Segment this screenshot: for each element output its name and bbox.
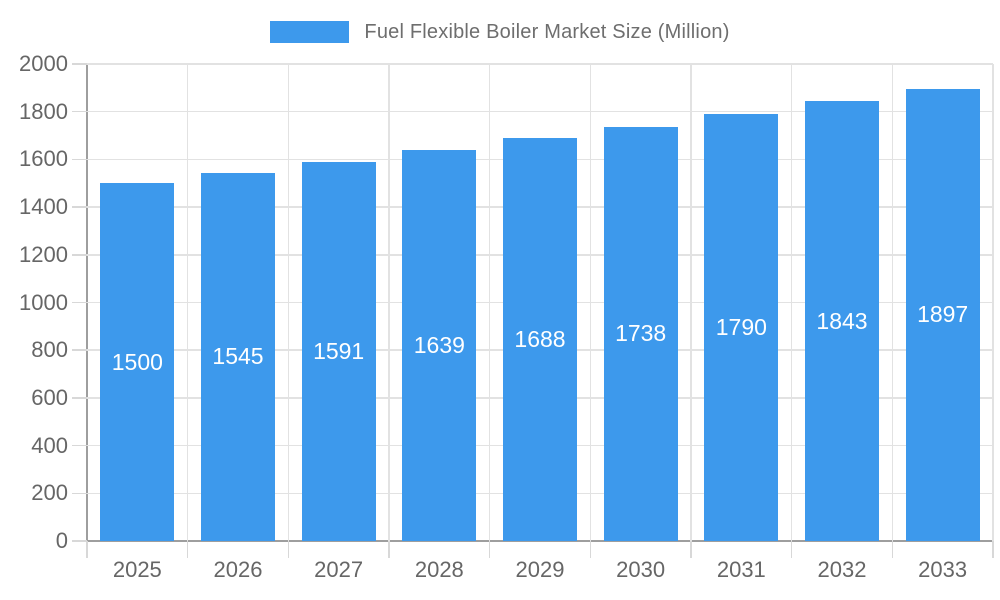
x-tick — [488, 541, 491, 558]
y-tick-label: 800 — [31, 337, 68, 363]
x-tick-label: 2027 — [314, 557, 364, 582]
bar: 1897 — [905, 88, 980, 541]
y-tick-label: 200 — [31, 480, 68, 506]
gridline-v — [992, 64, 994, 541]
x-tick-label: 2028 — [414, 557, 464, 582]
gridline-v — [790, 64, 793, 541]
x-tick — [690, 541, 692, 558]
bar: 1790 — [704, 114, 779, 541]
y-tick — [72, 254, 87, 256]
x-tick — [287, 541, 290, 558]
bar-value-label: 1738 — [615, 320, 667, 347]
bar-value-label: 1688 — [514, 326, 566, 353]
y-tick — [72, 397, 87, 399]
legend-swatch — [270, 21, 350, 43]
bar: 1843 — [805, 101, 879, 541]
bar-value-label: 1843 — [816, 307, 868, 334]
x-tick-label: 2026 — [213, 557, 263, 582]
y-tick-label: 1000 — [19, 289, 68, 315]
gridline-v — [690, 64, 692, 541]
x-axis-line — [86, 540, 994, 542]
gridline-v — [287, 64, 290, 541]
gridline-v — [891, 64, 894, 541]
bar: 1738 — [603, 126, 678, 541]
y-tick — [72, 206, 87, 208]
x-tick-label: 2033 — [918, 557, 968, 582]
bar: 1688 — [503, 138, 577, 541]
bar: 1545 — [201, 172, 275, 541]
gridline-h — [87, 110, 993, 113]
x-tick-label: 2025 — [112, 557, 162, 582]
y-tick-label: 1200 — [19, 241, 68, 267]
x-tick — [790, 541, 793, 558]
x-tick-label: 2032 — [817, 557, 867, 582]
y-tick-label: 1400 — [19, 194, 68, 220]
x-tick — [992, 541, 994, 558]
y-tick — [72, 492, 87, 495]
bar-value-label: 1545 — [212, 343, 264, 370]
bar-value-label: 1639 — [413, 332, 465, 359]
x-tick — [589, 541, 592, 558]
plot-area: 1500 1545 1591 1639 1688 1738 1790 1843 1897 — [72, 63, 994, 558]
bar-value-label: 1790 — [715, 314, 767, 341]
y-tick-label: 1800 — [19, 98, 68, 124]
gridline-v — [186, 64, 189, 541]
bar-value-label: 1500 — [111, 348, 163, 375]
x-tick-label: 2030 — [616, 557, 666, 582]
y-tick — [72, 349, 87, 351]
bar: 1500 — [100, 183, 175, 541]
x-tick — [86, 541, 88, 558]
y-tick-label: 1600 — [19, 146, 68, 172]
bar-value-label: 1897 — [917, 301, 969, 328]
bar: 1639 — [402, 150, 477, 541]
y-tick-label: 400 — [31, 432, 68, 458]
x-tick-label: 2031 — [716, 557, 766, 582]
bar-value-label: 1591 — [313, 337, 365, 364]
legend-label: Fuel Flexible Boiler Market Size (Millio… — [364, 20, 730, 43]
y-tick — [72, 63, 87, 65]
y-tick-label: 0 — [55, 528, 68, 553]
legend: Fuel Flexible Boiler Market Size (Millio… — [0, 18, 1000, 46]
y-tick — [72, 158, 87, 161]
gridline-v — [488, 64, 491, 541]
x-tick — [891, 541, 894, 558]
gridline-h — [87, 63, 993, 65]
y-tick — [72, 301, 87, 304]
gridline-v — [388, 64, 390, 541]
gridline-v — [589, 64, 592, 541]
x-tick — [388, 541, 390, 558]
y-tick — [72, 110, 87, 113]
y-tick-label: 2000 — [19, 51, 68, 76]
x-tick-label: 2029 — [515, 557, 565, 582]
y-tick-label: 600 — [31, 384, 68, 410]
bar: 1591 — [301, 161, 376, 541]
y-tick — [72, 444, 87, 447]
y-tick — [72, 540, 87, 542]
x-tick — [186, 541, 189, 558]
